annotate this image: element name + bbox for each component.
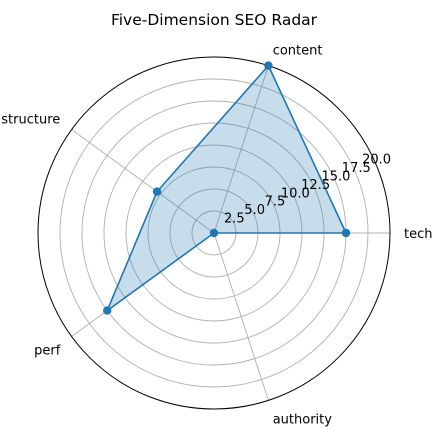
category-label-authority: authority bbox=[273, 413, 333, 428]
spoke-authority bbox=[213, 232, 269, 401]
spoke-content bbox=[213, 65, 269, 234]
r-tick-label: 7.5 bbox=[265, 195, 286, 210]
r-tick-label: 2.5 bbox=[224, 212, 245, 227]
data-point-perf bbox=[103, 306, 112, 315]
spoke-structure bbox=[71, 129, 215, 234]
series-line bbox=[106, 64, 347, 312]
series-area bbox=[107, 65, 347, 311]
axis-labels: 2.55.07.510.012.515.017.520.0 tech content… bbox=[1, 43, 432, 427]
r-tick-label: 10.0 bbox=[281, 186, 310, 201]
r-tick-label: 17.5 bbox=[342, 161, 371, 176]
category-label-perf: perf bbox=[34, 344, 61, 359]
category-label-content: content bbox=[273, 43, 323, 58]
data-point-content bbox=[264, 61, 273, 70]
r-tick-label: 15.0 bbox=[321, 169, 350, 184]
data-point-tech bbox=[341, 228, 351, 238]
data-point-structure bbox=[152, 187, 162, 196]
chart-title: Five-Dimension SEO Radar bbox=[111, 11, 318, 29]
r-tick-label: 12.5 bbox=[301, 178, 330, 193]
data-series bbox=[103, 61, 351, 315]
category-label-structure: structure bbox=[1, 112, 60, 127]
r-tick-label: 20.0 bbox=[362, 153, 391, 168]
outer-frame bbox=[37, 56, 391, 410]
data-point-authority bbox=[209, 228, 219, 238]
category-label-tech: tech bbox=[404, 227, 432, 242]
r-tick-label: 5.0 bbox=[244, 203, 265, 218]
